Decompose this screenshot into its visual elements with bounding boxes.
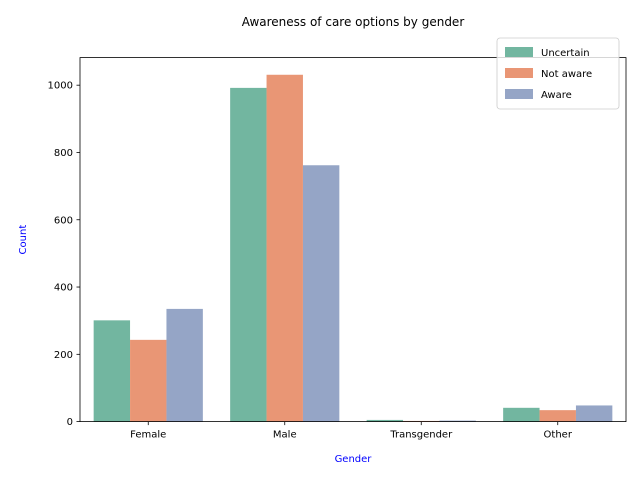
- bar-female-aware: [166, 308, 203, 422]
- chart-title: Awareness of care options by gender: [242, 15, 465, 29]
- x-tick-label: Female: [130, 430, 166, 441]
- y-axis: 0 200 400 600 800 1000: [48, 81, 80, 428]
- x-tick-label: Transgender: [389, 430, 453, 441]
- bar-male-not-aware: [266, 74, 303, 422]
- y-tick-label: 800: [54, 148, 73, 159]
- bar-male-uncertain: [230, 87, 267, 422]
- bar-male-aware: [302, 165, 340, 422]
- bar-female-uncertain: [93, 320, 131, 422]
- legend-swatch-not-aware: [505, 68, 533, 78]
- y-tick-label: 0: [67, 417, 73, 428]
- plot-area-frame: [79, 57, 627, 422]
- bar-transgender-uncertain: [366, 419, 404, 422]
- y-tick-label: 200: [54, 350, 73, 361]
- x-axis-label: Gender: [335, 454, 373, 465]
- y-axis-label: Count: [18, 225, 29, 255]
- legend-label-aware: Aware: [541, 90, 572, 101]
- bar-other-uncertain: [503, 407, 540, 422]
- bar-female-not-aware: [130, 339, 167, 422]
- legend-swatch-uncertain: [505, 47, 533, 57]
- bars-group: [93, 74, 613, 422]
- x-tick-label: Other: [544, 430, 573, 441]
- legend-label-uncertain: Uncertain: [541, 48, 590, 59]
- legend: Uncertain Not aware Aware: [496, 37, 620, 110]
- bar-other-not-aware: [539, 410, 576, 422]
- bar-other-aware: [575, 405, 613, 422]
- legend-swatch-aware: [505, 89, 533, 99]
- y-tick-label: 600: [54, 215, 73, 226]
- legend-label-not-aware: Not aware: [541, 69, 592, 80]
- y-tick-label: 1000: [48, 81, 73, 92]
- bar-transgender-aware: [439, 420, 476, 422]
- y-tick-label: 400: [54, 283, 73, 294]
- x-tick-label: Male: [273, 430, 297, 441]
- x-axis: Female Male Transgender Other: [130, 421, 573, 441]
